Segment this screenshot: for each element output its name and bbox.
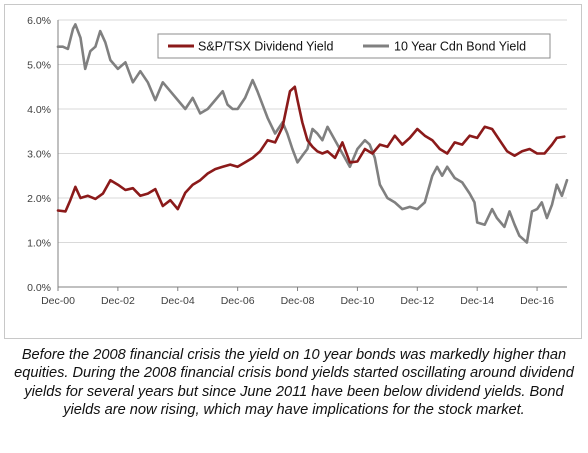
y-tick-label: 5.0% bbox=[27, 60, 51, 72]
y-tick-label: 4.0% bbox=[27, 104, 51, 116]
chart-frame: 0.0% 1.0% 2.0% 3.0% 4.0% 5.0% 6.0% Dec-00 Dec-02… bbox=[4, 4, 582, 339]
x-tick-label: Dec-10 bbox=[340, 295, 374, 307]
x-tick-label: Dec-06 bbox=[221, 295, 255, 307]
x-tick-label: Dec-04 bbox=[161, 295, 195, 307]
series-line-dividend-yield bbox=[56, 85, 566, 213]
gridlines bbox=[58, 19, 567, 243]
y-tick-label: 6.0% bbox=[27, 15, 51, 27]
legend-label-bond-yield: 10 Year Cdn Bond Yield bbox=[394, 40, 526, 54]
axes bbox=[57, 20, 567, 291]
legend-label-dividend-yield: S&P/TSX Dividend Yield bbox=[198, 40, 334, 54]
figure-caption: Before the 2008 financial crisis the yie… bbox=[14, 347, 574, 419]
y-tick-label: 1.0% bbox=[27, 238, 51, 250]
line-chart: 0.0% 1.0% 2.0% 3.0% 4.0% 5.0% 6.0% Dec-00 Dec-02… bbox=[27, 15, 569, 307]
legend-box bbox=[157, 33, 551, 59]
x-tick-label: Dec-00 bbox=[41, 295, 75, 307]
series-line-bond-yield bbox=[56, 23, 569, 244]
x-tick-label: Dec-14 bbox=[460, 295, 494, 307]
y-tick-label: 2.0% bbox=[27, 193, 51, 205]
x-tick-label: Dec-16 bbox=[520, 295, 554, 307]
y-tick-label: 3.0% bbox=[27, 149, 51, 161]
chart-legend: S&P/TSX Dividend Yield 10 Year Cdn Bond Y… bbox=[157, 33, 551, 59]
series-lines bbox=[56, 23, 569, 244]
tick-labels: 0.0% 1.0% 2.0% 3.0% 4.0% 5.0% 6.0% Dec-00 Dec-02… bbox=[27, 15, 554, 307]
x-tick-label: Dec-12 bbox=[400, 295, 434, 307]
x-tick-label: Dec-02 bbox=[101, 295, 135, 307]
y-tick-label: 0.0% bbox=[27, 282, 51, 294]
x-tick-label: Dec-08 bbox=[281, 295, 315, 307]
